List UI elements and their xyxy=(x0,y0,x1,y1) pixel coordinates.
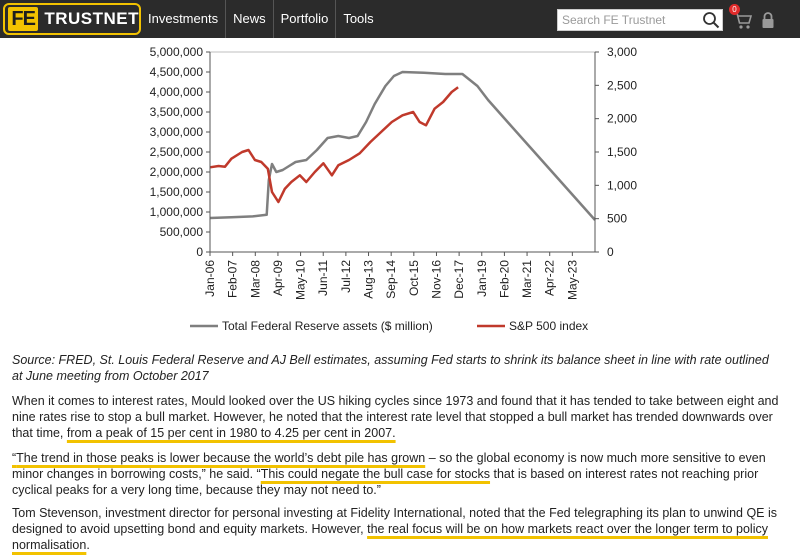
paragraph-text: – so the global economy is now much more… xyxy=(12,451,766,481)
y-left-tick-label: 500,000 xyxy=(160,225,204,239)
fed-assets-sp500-chart: 0 500,000 1,000,000 1,500,000 2,000,000 2,500… xyxy=(150,45,638,333)
lock-icon[interactable] xyxy=(761,11,775,29)
y-left-tick-label: 0 xyxy=(196,245,203,259)
x-tick-label: Oct-15 xyxy=(407,260,421,296)
search-icon[interactable] xyxy=(702,11,720,29)
article-paragraph-1: When it comes to interest rates, Mould l… xyxy=(12,393,782,441)
nav-item-portfolio[interactable]: Portfolio xyxy=(272,0,336,38)
x-tick-label: Dec-17 xyxy=(452,260,466,299)
y-left-tick-label: 2,000,000 xyxy=(150,165,204,179)
y-left-tick-label: 3,000,000 xyxy=(150,125,204,139)
y-left-tick-label: 2,500,000 xyxy=(150,145,204,159)
fe-trustnet-logo[interactable]: FE TRUSTNET xyxy=(3,3,141,35)
x-tick-label: Apr-22 xyxy=(543,260,557,296)
paragraph-text: Tom Stevenson, investment director for p… xyxy=(12,506,778,536)
nav-item-news[interactable]: News xyxy=(225,0,273,38)
main-nav: Investments News Portfolio Tools xyxy=(141,0,381,38)
x-tick-label: Feb-07 xyxy=(226,260,240,298)
article-paragraph-2: “The trend in those peaks is lower becau… xyxy=(12,450,782,498)
series-line-fed-assets xyxy=(209,70,596,221)
paragraph-text: that is based on interest rates not reac… xyxy=(12,467,759,497)
highlighted-text: the real focus will be on how markets re… xyxy=(12,522,768,552)
y-left-tick-label: 5,000,000 xyxy=(150,45,204,59)
top-navigation-bar: FE TRUSTNET Investments News Portfolio T… xyxy=(0,0,800,38)
y-left-tick-label: 4,000,000 xyxy=(150,85,204,99)
x-tick-label: Nov-16 xyxy=(429,260,443,299)
y-left-tick-label: 4,500,000 xyxy=(150,65,204,79)
paragraph-text: . xyxy=(86,538,90,552)
x-tick-label: Mar-21 xyxy=(520,260,534,298)
highlighted-text: from a peak of 15 per cent in 1980 to 4.… xyxy=(66,426,396,440)
x-tick-label: Feb-20 xyxy=(497,260,511,298)
cart-count-badge: 0 xyxy=(729,4,740,15)
x-tick-label: May-10 xyxy=(294,260,308,300)
y-right-tick-label: 3,000 xyxy=(607,45,637,59)
chart-caption: Source: FRED, St. Louis Federal Reserve … xyxy=(12,353,769,383)
x-tick-label: Jul-12 xyxy=(339,260,353,293)
y-right-tick-label: 1,500 xyxy=(607,145,637,159)
y-right-tick-label: 500 xyxy=(607,212,627,226)
x-tick-label: Apr-09 xyxy=(271,260,285,296)
legend-label-fed-assets: Total Federal Reserve assets ($ million) xyxy=(222,319,433,333)
legend-label-sp500: S&P 500 index xyxy=(509,319,588,333)
y-left-tick-label: 1,000,000 xyxy=(150,205,204,219)
y-right-tick-label: 2,500 xyxy=(607,78,637,92)
x-tick-label: Aug-13 xyxy=(362,260,376,299)
search-input[interactable] xyxy=(557,9,723,31)
x-tick-label: Sep-14 xyxy=(384,260,398,299)
x-tick-label: Jun-11 xyxy=(316,260,330,296)
nav-item-tools[interactable]: Tools xyxy=(335,0,380,38)
x-tick-label: May-23 xyxy=(565,260,579,300)
x-tick-label: Jan-19 xyxy=(475,260,489,297)
highlighted-text: This could negate the bull case for stoc… xyxy=(260,467,491,481)
series-line-sp500 xyxy=(209,86,459,204)
y-right-tick-label: 1,000 xyxy=(607,178,637,192)
x-tick-label: Mar-08 xyxy=(248,260,262,298)
nav-item-investments[interactable]: Investments xyxy=(148,11,219,26)
y-left-tick-label: 1,500,000 xyxy=(150,185,204,199)
paragraph-text: When it comes to interest rates, Mould l… xyxy=(12,394,779,440)
logo-mark: FE xyxy=(8,7,39,31)
article-paragraph-3: Tom Stevenson, investment director for p… xyxy=(12,505,782,553)
quote-open: “ xyxy=(12,451,17,465)
y-right-tick-label: 2,000 xyxy=(607,112,637,126)
plot-area xyxy=(209,51,596,253)
x-tick-label: Jan-06 xyxy=(203,260,217,297)
y-right-tick-label: 0 xyxy=(607,245,614,259)
highlighted-text: The trend in those peaks is lower becaus… xyxy=(16,451,426,465)
y-left-tick-label: 3,500,000 xyxy=(150,105,204,119)
logo-text: TRUSTNET xyxy=(44,9,139,28)
